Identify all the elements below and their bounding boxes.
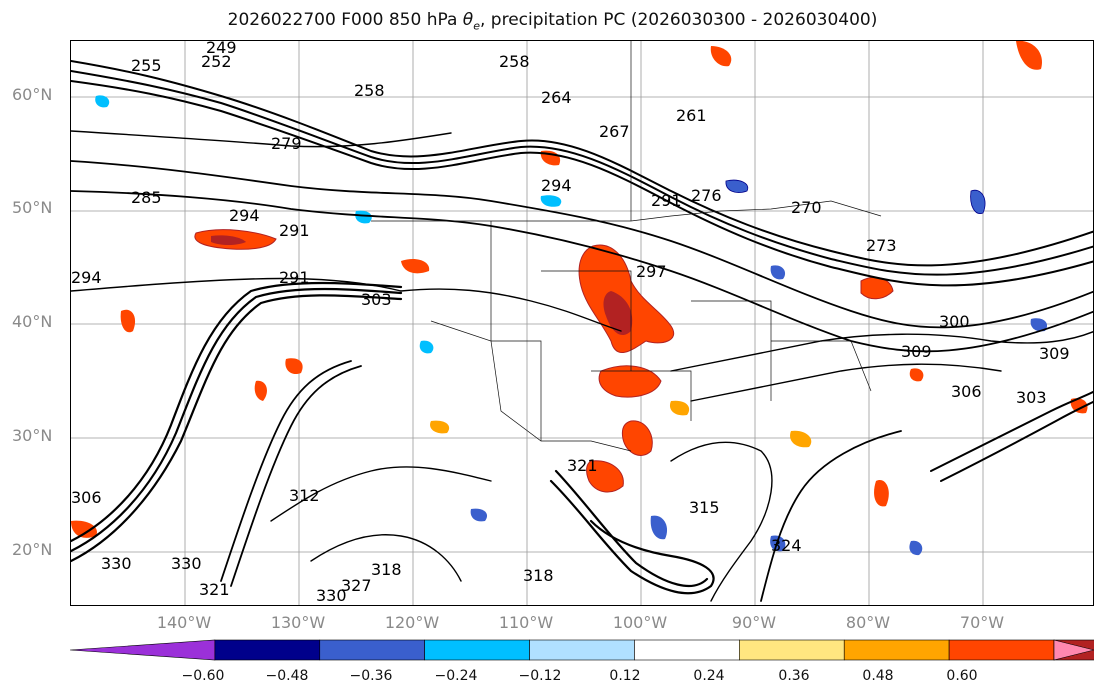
contour-label: 330: [101, 554, 132, 573]
contour-label: 321: [199, 580, 230, 599]
contour-label: 291: [279, 221, 310, 240]
contour-label: 294: [71, 268, 102, 287]
contour-label: 267: [599, 122, 630, 141]
contour-label: 276: [691, 186, 722, 205]
contour-label: 294: [229, 206, 260, 225]
map-panel: 249 252 255 258 258 261 264 267 270 273 …: [70, 40, 1094, 606]
lon-label-70w: 70°W: [959, 613, 1005, 632]
lat-label-50n: 50°N: [12, 198, 53, 217]
colorbar-tick: −0.12: [518, 668, 562, 684]
contour-label: 303: [1016, 388, 1047, 407]
lat-label-60n: 60°N: [12, 85, 53, 104]
colorbar-swatch: [634, 639, 740, 661]
contour-label: 261: [676, 106, 707, 125]
contour-label: 318: [371, 560, 402, 579]
political-borders: [371, 41, 882, 452]
colorbar-tick: −0.36: [349, 668, 393, 684]
contour-label: 315: [689, 498, 720, 517]
colorbar-swatch: [424, 639, 530, 661]
colorbar-swatch: [739, 639, 845, 661]
contour-label: 273: [866, 236, 897, 255]
colorbar-tick: 0.60: [946, 668, 978, 684]
contour-label: 312: [289, 486, 320, 505]
colorbar-swatch: [529, 639, 635, 661]
colorbar: [70, 639, 1094, 661]
colorbar-tick: −0.48: [265, 668, 309, 684]
precip-negative-shading: [95, 95, 1048, 556]
lon-label-130w: 130°W: [270, 613, 326, 632]
lon-label-110w: 110°W: [498, 613, 554, 632]
contour-label: 327: [341, 576, 372, 595]
colorbar-tick: 0.24: [693, 668, 725, 684]
lat-label-40n: 40°N: [12, 312, 53, 331]
contour-label: 321: [567, 456, 598, 475]
colorbar-tick: 0.48: [862, 668, 894, 684]
colorbar-tick: 0.36: [778, 668, 810, 684]
colorbar-tick: −0.24: [434, 668, 478, 684]
lat-label-20n: 20°N: [12, 540, 53, 559]
theta-e-contours: [71, 60, 1093, 602]
contour-label: 306: [951, 382, 982, 401]
colorbar-swatch: [70, 639, 216, 661]
contour-label: 279: [271, 134, 302, 153]
contour-label: 249: [206, 41, 237, 57]
contour-label-group: 249 252 255 258 258 261 264 267 270 273 …: [71, 41, 1070, 605]
contour-label: 318: [523, 566, 554, 585]
contour-label: 297: [636, 262, 667, 281]
colorbar-swatch: [948, 639, 1055, 661]
contour-label: 264: [541, 88, 572, 107]
colorbar-tick: −0.60: [181, 668, 225, 684]
contour-label: 309: [901, 342, 932, 361]
colorbar-swatch: [843, 639, 950, 661]
contour-label: 255: [131, 56, 162, 75]
contour-label: 300: [939, 312, 970, 331]
contour-label: 330: [171, 554, 202, 573]
lon-label-120w: 120°W: [384, 613, 440, 632]
contour-label: 309: [1039, 344, 1070, 363]
map-canvas: 249 252 255 258 258 261 264 267 270 273 …: [71, 41, 1093, 605]
contour-label: 258: [499, 52, 530, 71]
precip-positive-shading: [71, 41, 1088, 538]
contour-label: 291: [651, 191, 682, 210]
contour-label: 294: [541, 176, 572, 195]
contour-label: 324: [771, 536, 802, 555]
lon-label-140w: 140°W: [156, 613, 212, 632]
contour-label: 303: [361, 290, 392, 309]
contour-label: 270: [791, 198, 822, 217]
contour-label: 306: [71, 488, 102, 507]
lon-label-90w: 90°W: [731, 613, 777, 632]
map-title: 2026022700 F000 850 hPa θe, precipitatio…: [227, 10, 878, 33]
contour-label: 252: [201, 52, 232, 71]
contour-label: 291: [279, 268, 310, 287]
colorbar-tick: 0.12: [609, 668, 641, 684]
lon-label-80w: 80°W: [845, 613, 891, 632]
colorbar-swatch: [319, 639, 425, 661]
contour-label: 285: [131, 188, 162, 207]
lat-label-30n: 30°N: [12, 426, 53, 445]
lon-label-100w: 100°W: [612, 613, 668, 632]
colorbar-swatch: [1053, 639, 1094, 661]
contour-label: 258: [354, 81, 385, 100]
colorbar-swatch: [214, 639, 321, 661]
contour-label: 330: [316, 586, 347, 605]
